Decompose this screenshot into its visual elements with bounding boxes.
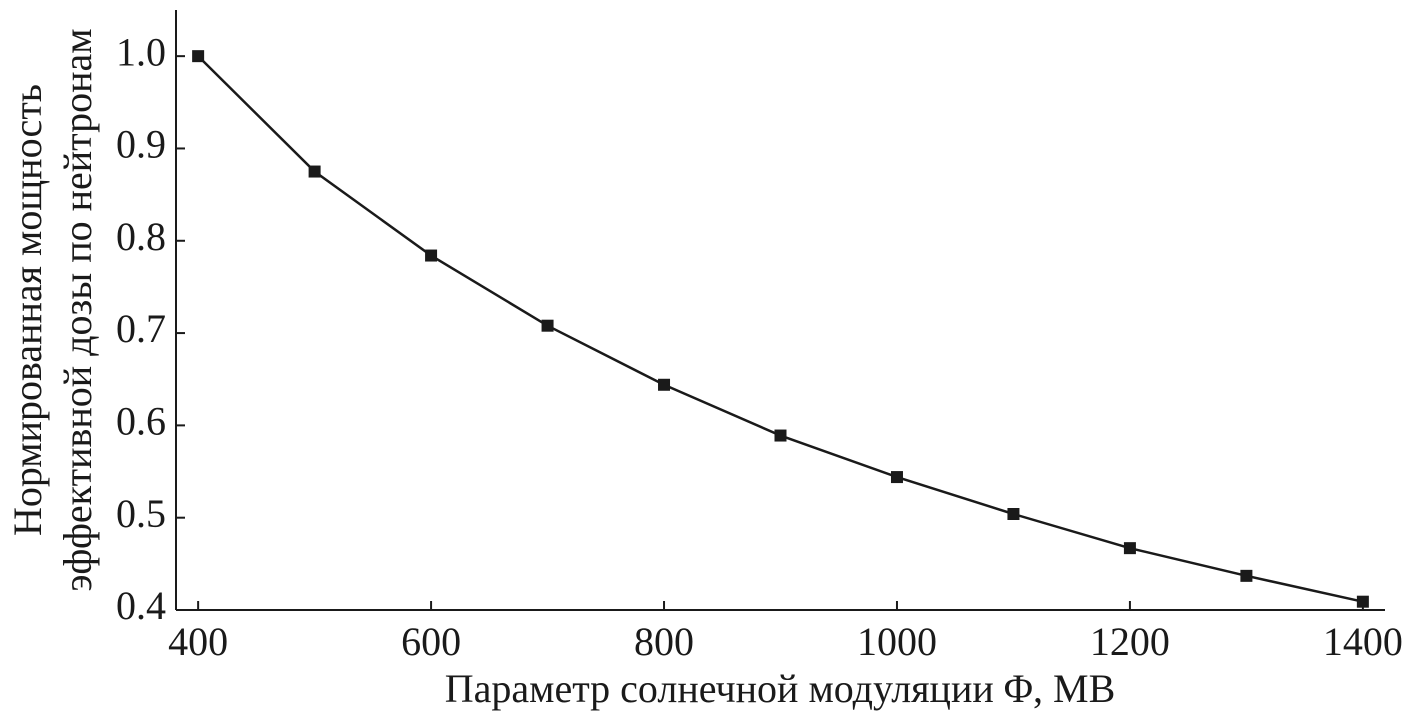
y-tick-label: 0.4 (116, 583, 166, 628)
y-axis-label: Нормированная мощность (5, 84, 50, 536)
y-tick-label: 0.5 (116, 491, 166, 536)
marker (425, 249, 438, 262)
line (197, 55, 1364, 603)
marker (1123, 542, 1136, 555)
marker (658, 378, 671, 391)
marker (890, 471, 903, 484)
y-tick-label: 1.0 (116, 29, 166, 74)
x-tick-label: 400 (168, 619, 228, 664)
x-tick-label: 1000 (857, 619, 937, 664)
marker (308, 165, 321, 178)
marker (1240, 569, 1253, 582)
y-axis-label: эффективной дозы по нейтронам (55, 28, 100, 591)
x-tick-label: 1400 (1323, 619, 1403, 664)
x-tick-label: 800 (634, 619, 694, 664)
y-tick-label: 0.7 (116, 306, 166, 351)
x-tick-label: 1200 (1090, 619, 1170, 664)
marker (1007, 508, 1020, 520)
x-axis-label: Параметр солнечной модуляции Φ, МВ (445, 666, 1116, 711)
marker (192, 50, 205, 63)
y-tick-label: 0.6 (116, 399, 166, 444)
marker (1356, 595, 1369, 608)
y-tick-label: 0.8 (116, 214, 166, 259)
x-tick-label: 600 (401, 619, 461, 664)
marker (541, 319, 554, 332)
y-tick-label: 0.9 (116, 122, 166, 167)
marker (774, 429, 787, 442)
